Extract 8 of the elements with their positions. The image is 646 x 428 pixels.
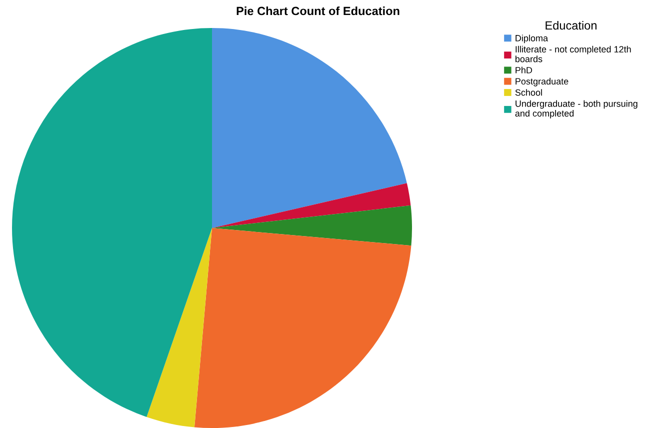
legend-label: Postgraduate — [516, 78, 568, 86]
chart-title: Pie Chart Count of Education — [236, 6, 400, 16]
legend-title: Education — [546, 20, 596, 30]
legend-label: School — [515, 89, 542, 96]
legend-label: Illiterate - not completed 12th boards — [516, 46, 631, 62]
legend-label: Undergraduate - both pursuing and completed — [515, 100, 638, 118]
legend-label: Diploma — [516, 34, 548, 44]
legend-label: PhD — [516, 66, 532, 74]
